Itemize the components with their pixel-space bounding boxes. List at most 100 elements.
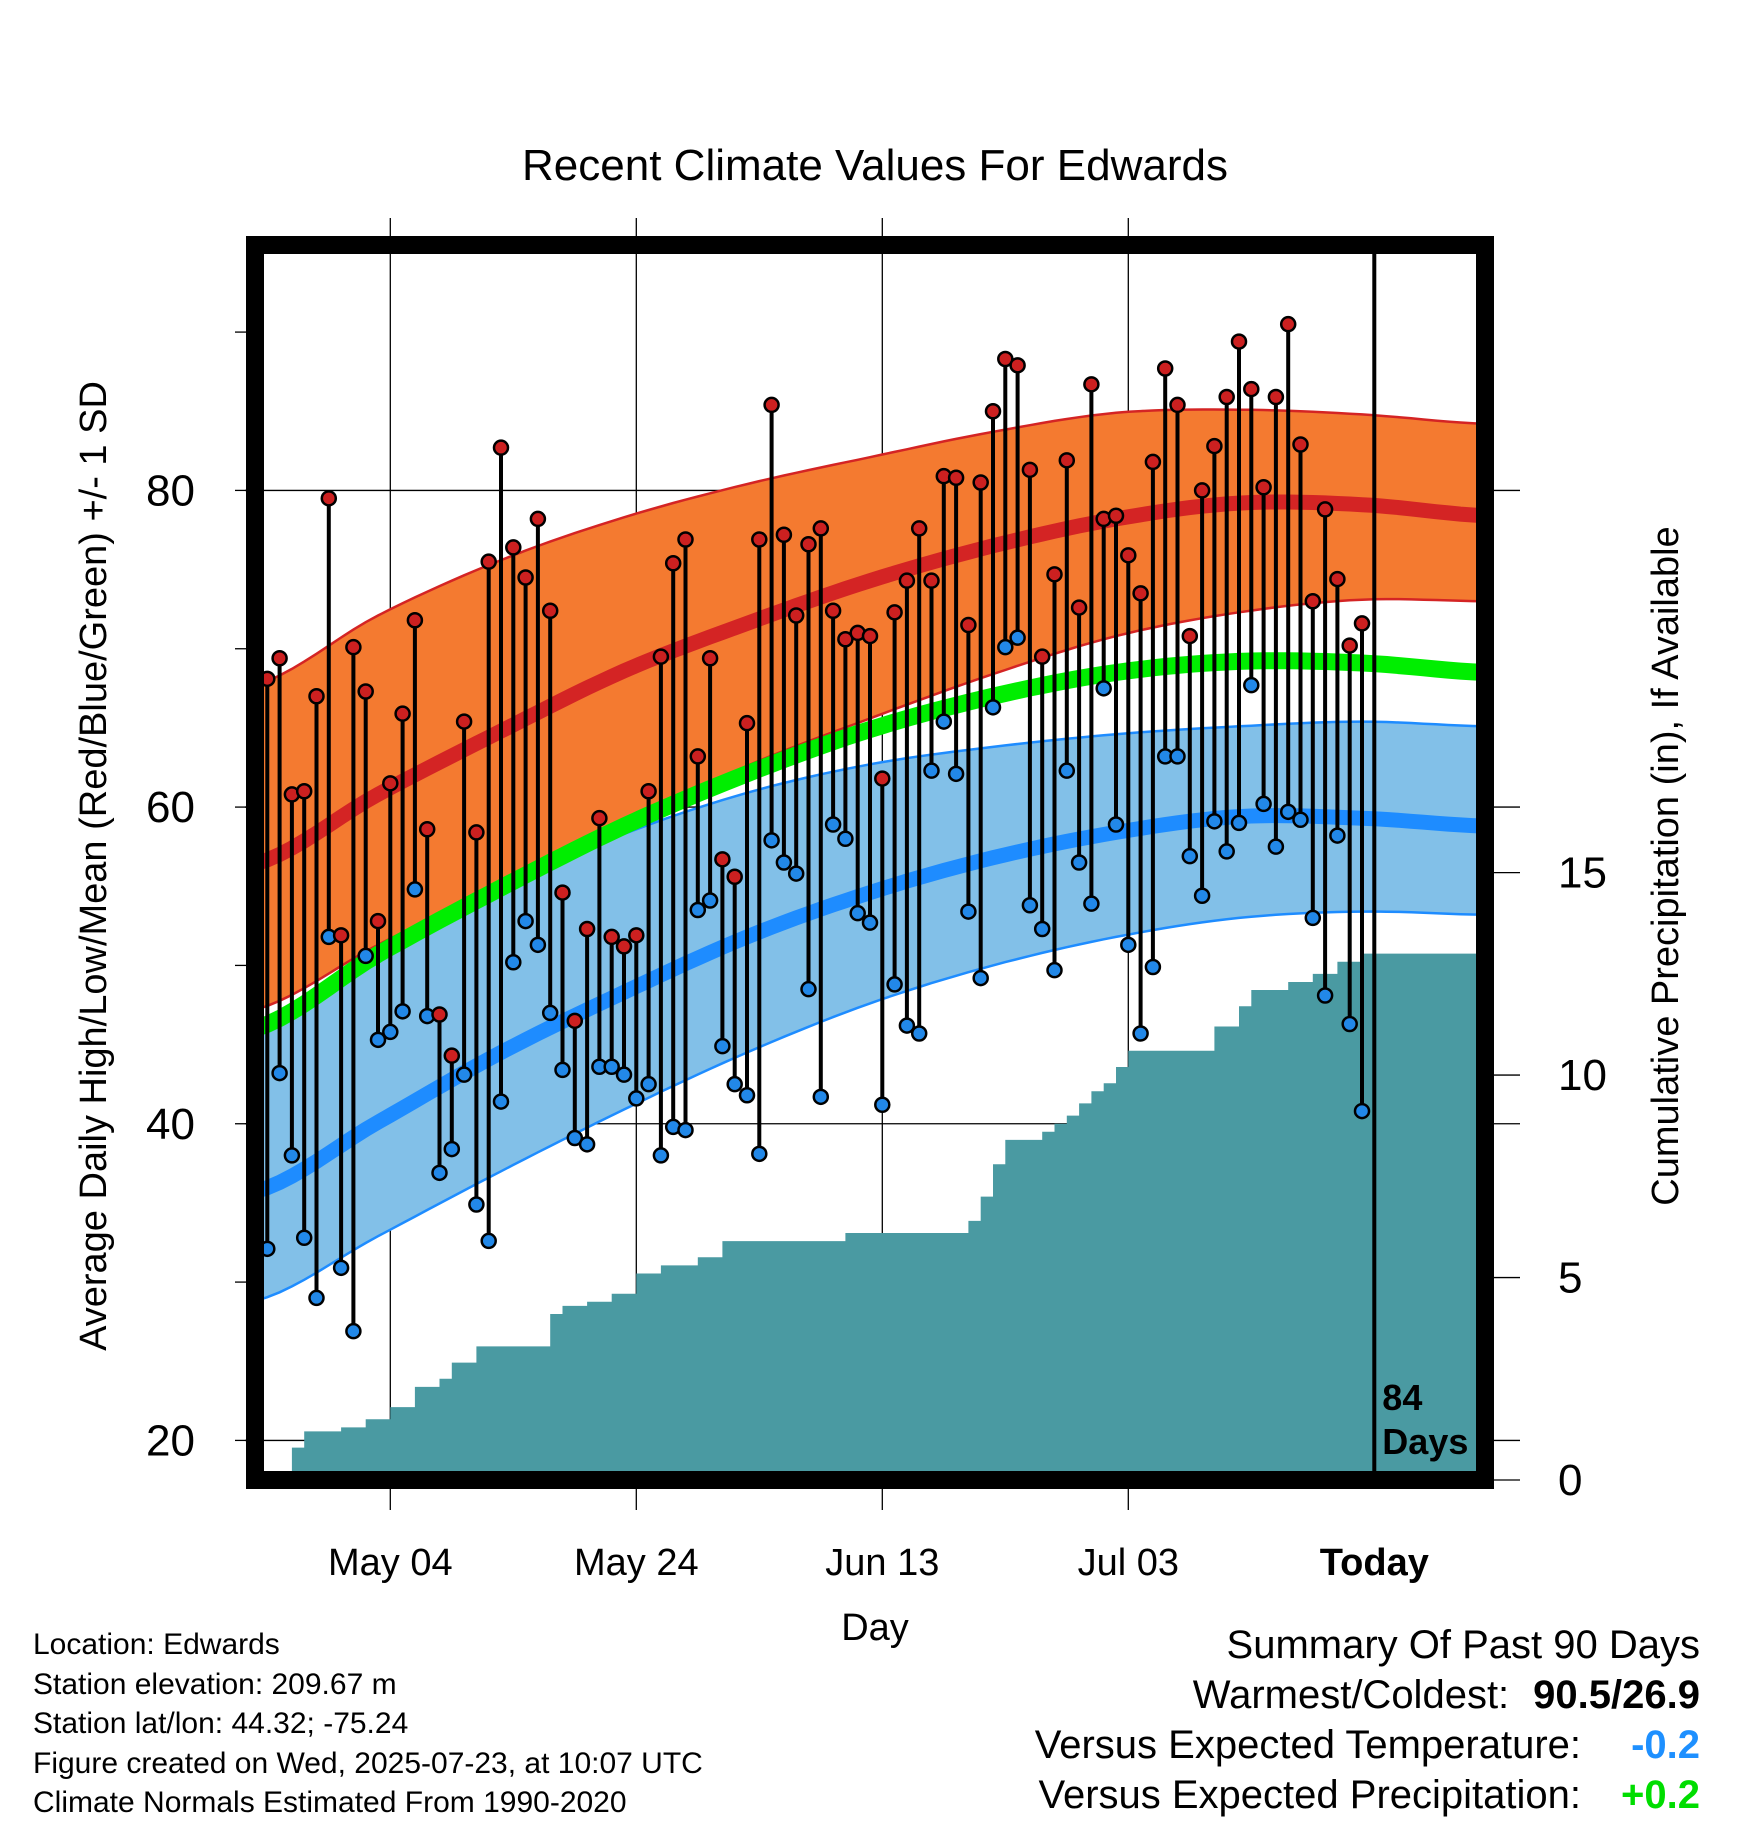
- daily-high-point: [763, 396, 780, 414]
- daily-high-point: [1107, 507, 1125, 524]
- daily-low-point: [455, 1066, 473, 1083]
- daily-high-point: [1169, 396, 1186, 414]
- summary-temp-row: Versus Expected Temperature: -0.2: [1035, 1720, 1700, 1770]
- daily-low-point: [628, 1090, 645, 1107]
- y-tick-label: 20: [146, 1416, 195, 1465]
- daily-high-point: [824, 602, 842, 619]
- daily-low-point: [1181, 847, 1199, 865]
- meta-latlon: Station lat/lon: 44.32; -75.24: [33, 1707, 409, 1740]
- daily-low-point: [738, 1087, 756, 1104]
- daily-high-point: [800, 536, 817, 553]
- daily-high-point: [332, 927, 350, 944]
- daily-low-point: [554, 1061, 571, 1079]
- daily-high-point: [468, 824, 485, 841]
- daily-high-point: [664, 555, 682, 572]
- daily-low-point: [947, 765, 965, 783]
- daily-low-point: [431, 1164, 448, 1182]
- daily-high-point: [886, 604, 903, 621]
- daily-low-point: [1353, 1102, 1371, 1120]
- high-upper-edge: [254, 408, 1486, 687]
- daily-high-point: [861, 627, 879, 645]
- daily-high-point: [431, 1006, 448, 1023]
- normal-high-line: [252, 494, 1486, 872]
- daily-high-point: [517, 569, 534, 586]
- daily-high-point: [455, 713, 473, 730]
- daily-high-point: [1243, 380, 1260, 398]
- daily-high-point: [382, 775, 399, 792]
- daily-high-point: [1144, 453, 1162, 471]
- y-tick-label: 40: [146, 1100, 195, 1149]
- meta-created: Figure created on Wed, 2025-07-23, at 10…: [33, 1746, 703, 1780]
- temp-label: Versus Expected Temperature:: [1034, 1723, 1581, 1767]
- daily-low-point: [824, 816, 842, 833]
- daily-low-point: [394, 1003, 411, 1020]
- x-tick-label: May 24: [574, 1542, 699, 1584]
- daily-high-point: [1070, 599, 1088, 616]
- daily-high-point: [1058, 452, 1076, 469]
- meta-normals: Climate Normals Estimated From 1990-2020: [33, 1786, 627, 1819]
- daily-high-point: [480, 553, 497, 570]
- daily-low-point: [1304, 909, 1322, 927]
- station-metadata: Location: Edwards Station elevation: 209…: [33, 1625, 703, 1823]
- daily-high-point: [529, 510, 547, 528]
- daily-high-point: [910, 520, 928, 537]
- daily-high-point: [1033, 648, 1051, 665]
- y2-tick-label: 15: [1558, 849, 1607, 898]
- daily-low-point: [812, 1088, 830, 1106]
- daily-low-point: [714, 1037, 731, 1055]
- daily-high-point: [492, 439, 510, 456]
- daily-high-point: [923, 572, 940, 589]
- daily-high-point: [394, 705, 411, 722]
- daily-low-point: [640, 1075, 657, 1093]
- daily-high-point: [357, 683, 374, 700]
- daily-low-point: [480, 1232, 497, 1250]
- x-tick-label: Jul 03: [1078, 1542, 1179, 1584]
- daily-low-point: [1033, 920, 1051, 938]
- daily-low-point: [726, 1075, 743, 1093]
- daily-low-point: [406, 881, 424, 898]
- daily-low-point: [578, 1136, 596, 1153]
- daily-low-point: [1046, 961, 1063, 979]
- chart-title: Recent Climate Values For Edwards: [522, 141, 1228, 190]
- daily-low-point: [382, 1023, 399, 1041]
- daily-low-point: [369, 1031, 387, 1049]
- daily-low-point: [935, 713, 953, 730]
- daily-high-point: [295, 783, 313, 800]
- summary-precip-row: Versus Expected Precipitation: +0.2: [1035, 1770, 1700, 1820]
- daily-low-point: [345, 1322, 362, 1340]
- low-lower-edge: [254, 910, 1486, 1303]
- daily-high-point: [775, 526, 793, 543]
- y-tick-label: 60: [146, 783, 195, 832]
- daily-low-point: [1095, 680, 1112, 697]
- daily-low-point: [997, 638, 1014, 656]
- daily-high-point: [947, 469, 965, 486]
- daily-low-point: [1083, 895, 1100, 912]
- daily-low-point: [492, 1093, 510, 1110]
- daily-high-point: [972, 474, 989, 491]
- daily-high-point: [751, 531, 768, 548]
- daily-low-point: [1107, 816, 1125, 833]
- daily-low-point: [898, 1017, 916, 1034]
- daily-low-point: [1132, 1025, 1149, 1042]
- daily-high-point: [566, 1012, 584, 1030]
- y2-tick-label: 5: [1558, 1254, 1582, 1303]
- daily-low-point: [1341, 1015, 1358, 1033]
- daily-high-point: [714, 851, 731, 868]
- daily-low-point: [1120, 936, 1137, 954]
- daily-low-point: [1193, 887, 1211, 904]
- meta-location: Location: Edwards: [33, 1628, 280, 1661]
- daily-high-point: [505, 539, 522, 556]
- daily-high-point: [652, 648, 670, 665]
- daily-low-point: [308, 1289, 325, 1307]
- daily-low-point: [443, 1140, 461, 1158]
- y2-tick-label: 10: [1558, 1051, 1607, 1100]
- daily-high-point: [1316, 501, 1334, 518]
- meta-elevation: Station elevation: 209.67 m: [33, 1667, 397, 1701]
- plot-frame: [246, 236, 1494, 1489]
- daily-high-point: [1341, 637, 1358, 654]
- daily-low-point: [837, 830, 854, 847]
- daily-low-point: [1255, 795, 1272, 813]
- daily-low-point: [701, 892, 719, 909]
- daily-low-point: [603, 1058, 620, 1075]
- daily-low-point: [886, 976, 903, 993]
